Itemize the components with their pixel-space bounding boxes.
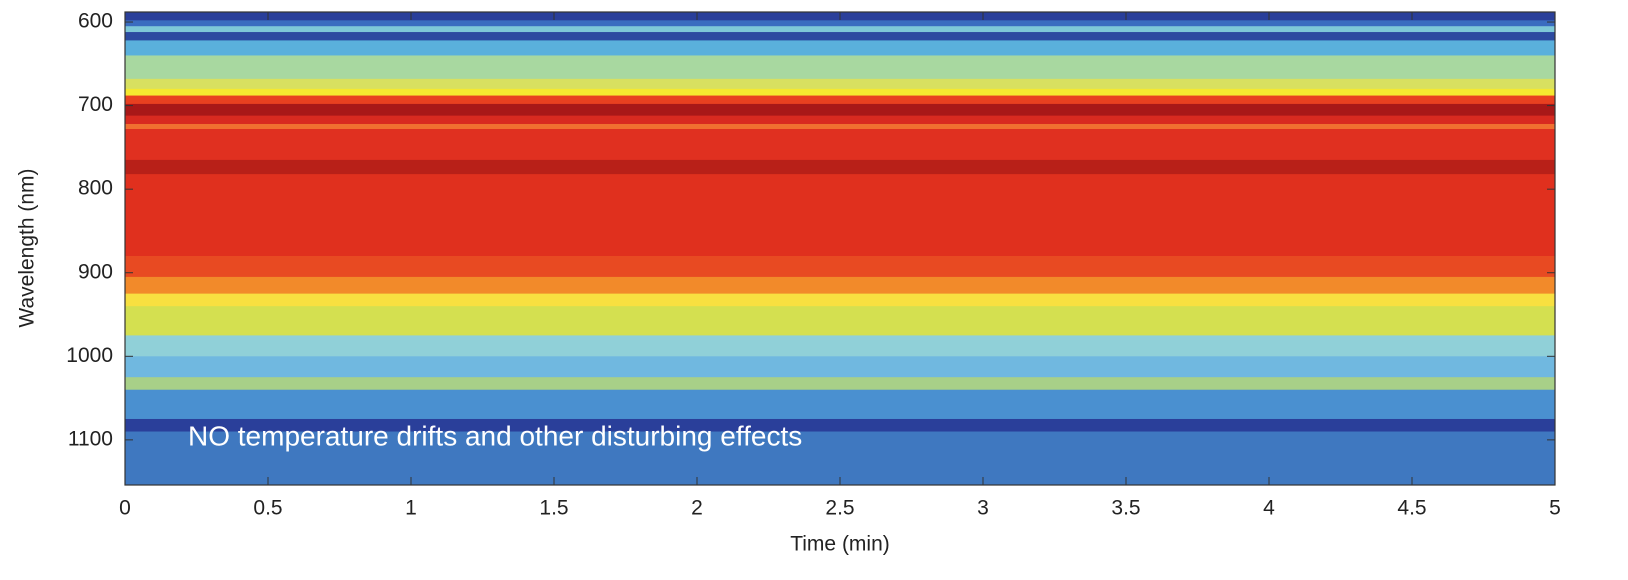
- band: [125, 306, 1555, 336]
- x-tick-label: 4.5: [1397, 497, 1426, 520]
- y-tick-label: 800: [78, 177, 113, 200]
- band: [125, 55, 1555, 80]
- x-tick-label: 0: [119, 497, 131, 520]
- x-tick-label: 4: [1263, 497, 1275, 520]
- band: [125, 335, 1555, 357]
- band: [125, 103, 1555, 117]
- band: [125, 115, 1555, 125]
- band: [125, 32, 1555, 41]
- band: [125, 20, 1555, 27]
- y-tick-label: 700: [78, 93, 113, 116]
- y-tick-label: 1100: [68, 427, 113, 450]
- band: [125, 174, 1555, 257]
- band: [125, 88, 1555, 97]
- y-axis-label: Wavelength (nm): [16, 168, 39, 327]
- y-tick-label: 600: [78, 10, 113, 33]
- x-tick-label: 3: [977, 497, 989, 520]
- band: [125, 256, 1555, 278]
- x-tick-label: 1.5: [539, 497, 568, 520]
- band: [125, 95, 1555, 105]
- y-tick-label: 900: [78, 260, 113, 283]
- band: [125, 276, 1555, 295]
- x-tick-label: 2: [691, 497, 703, 520]
- band: [125, 293, 1555, 307]
- band: [125, 356, 1555, 378]
- y-tick-label: 1000: [66, 344, 113, 367]
- band: [125, 418, 1555, 433]
- x-tick-label: 0.5: [253, 497, 282, 520]
- x-tick-label: 1: [405, 497, 417, 520]
- band: [125, 431, 1555, 486]
- x-axis-label: Time (min): [790, 533, 890, 556]
- band: [125, 40, 1555, 56]
- band: [125, 128, 1555, 161]
- x-tick-label: 3.5: [1111, 497, 1140, 520]
- band: [125, 78, 1555, 90]
- band: [125, 389, 1555, 420]
- annotation: NO temperature drifts and other disturbi…: [188, 420, 802, 451]
- band: [125, 26, 1555, 33]
- band: [125, 377, 1555, 391]
- band: [125, 159, 1555, 175]
- band: [125, 123, 1555, 130]
- x-tick-label: 5: [1549, 497, 1561, 520]
- x-tick-label: 2.5: [825, 497, 854, 520]
